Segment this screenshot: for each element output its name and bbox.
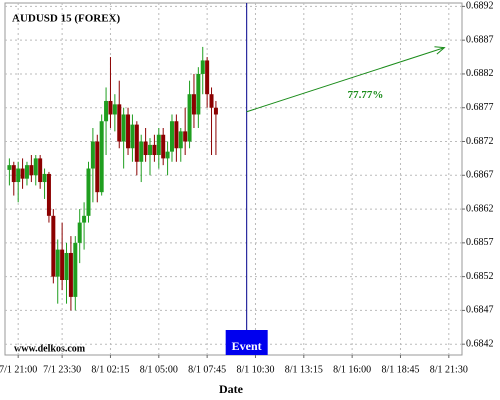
candle-body [191, 94, 196, 115]
candle-body [68, 252, 73, 297]
x-tick-label: 8/1 16:00 [333, 364, 371, 375]
candle-body [165, 151, 170, 159]
candle-body [178, 131, 183, 149]
candle-body [121, 114, 126, 142]
arrow-line [246, 47, 445, 113]
y-tick-label: 0.6847 [466, 305, 494, 316]
candle-body [143, 141, 148, 156]
x-tick-label: 8/1 10:30 [236, 364, 274, 375]
candle-body [148, 144, 153, 156]
candle-body [86, 168, 91, 216]
arrow-label: 77.77% [348, 89, 384, 101]
candle-body [29, 165, 34, 176]
candle-body [7, 165, 12, 170]
x-tick-label: 8/1 07:45 [188, 364, 226, 375]
candle-body [130, 124, 135, 149]
candle-body [117, 104, 122, 142]
x-tick-label: 8/1 21:30 [430, 364, 468, 375]
candle-body [174, 121, 179, 149]
candle-body [139, 141, 144, 162]
y-tick-label: 0.6867 [466, 170, 494, 181]
candle-body [51, 215, 56, 277]
y-tick-label: 0.6892 [466, 1, 494, 12]
y-tick-label: 0.6862 [466, 203, 494, 214]
candle-body [55, 249, 60, 277]
candle-body [112, 104, 117, 115]
x-tick-label: 8/1 02:15 [91, 364, 129, 375]
candle-body [196, 73, 201, 115]
candle-body [42, 173, 47, 183]
candle-body [161, 134, 166, 159]
candle-body [38, 158, 43, 183]
event-label: Event [232, 339, 262, 353]
candle-body [169, 121, 174, 152]
y-tick-label: 0.6877 [466, 102, 494, 113]
y-tick-label: 0.6852 [466, 271, 494, 282]
candle-body [33, 158, 38, 176]
x-tick-label: 7/1 23:30 [43, 364, 81, 375]
y-tick-label: 0.6882 [466, 68, 494, 79]
candle-body [200, 60, 205, 74]
candle-body [16, 168, 21, 183]
x-tick-label: 8/1 18:45 [381, 364, 419, 375]
candle-body [183, 131, 188, 142]
chart-title: AUDUSD 15 (FOREX) [12, 13, 121, 25]
candle-body [209, 94, 214, 108]
y-tick-label: 0.6887 [466, 34, 494, 45]
candle-body [46, 173, 51, 216]
candle-body [77, 222, 82, 243]
candle-body [156, 134, 161, 156]
x-axis-title: Date [219, 382, 244, 396]
candle-body [64, 252, 69, 281]
candle-body [104, 100, 109, 122]
candle-body [90, 141, 95, 169]
candle-body [99, 121, 104, 193]
candle-body [20, 168, 25, 179]
candle-body [152, 144, 157, 156]
candle-body [205, 60, 210, 95]
candle-body [24, 165, 29, 179]
candle-body [11, 165, 16, 183]
x-tick-label: 7/1 21:00 [0, 364, 37, 375]
arrow-head [434, 46, 446, 55]
candle-body [95, 141, 100, 193]
candle-body [108, 100, 113, 115]
x-tick-label: 8/1 13:15 [285, 364, 323, 375]
y-tick-label: 0.6872 [466, 136, 494, 147]
watermark: www.delkos.com [14, 343, 86, 354]
x-tick-label: 8/1 05:00 [140, 364, 178, 375]
candle-body [134, 124, 139, 162]
candle-body [126, 114, 131, 149]
candle-body [73, 242, 78, 297]
candle-body [187, 94, 192, 142]
candle-body [213, 107, 218, 115]
candle-body [60, 249, 65, 281]
event-box [225, 330, 268, 355]
y-tick-label: 0.6842 [466, 338, 494, 349]
plot-frame [4, 2, 463, 356]
y-tick-label: 0.6857 [466, 237, 494, 248]
candle-body [82, 215, 87, 223]
